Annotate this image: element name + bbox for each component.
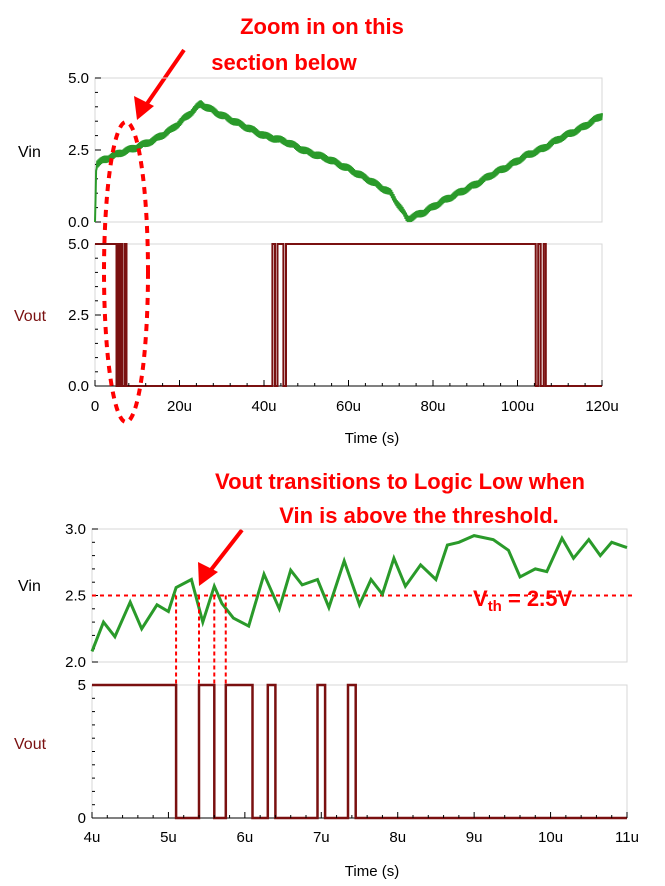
overview-chart: 0.0 2.5 5.0 Vin 0.0 2.5 5.0 Vout 0 20u 40u 60u 8… [14, 70, 619, 447]
overview-vin-frame [94, 77, 603, 223]
overview-vout-tick-label: 2.5 [68, 307, 89, 324]
overview-vout-ticks: 0.0 2.5 5.0 [68, 236, 101, 395]
zoom-x-tick-label: 10u [538, 829, 563, 846]
zoom-x-tick-label: 8u [389, 829, 406, 846]
overview-vout-label: Vout [14, 308, 47, 325]
zoom-vin-tick-label: 2.5 [65, 588, 86, 605]
overview-x-tick-label: 40u [251, 398, 276, 415]
zoom-x-tick-label: 5u [160, 829, 177, 846]
zoom-vout-frame [91, 684, 628, 819]
threshold-crossing-guides [175, 595, 227, 685]
zoom-chart: 2.02.53.0 Vin Vth = 2.5V 05 Vout 4u 5u 6u 7… [14, 521, 639, 880]
overview-vin-label: Vin [18, 144, 41, 161]
overview-x-tick-label: 0 [91, 398, 99, 415]
overview-vout-frame [94, 243, 603, 387]
zoom-vin-tick-label: 2.0 [65, 654, 86, 671]
zoom-vin-label: Vin [18, 578, 41, 595]
zoom-vout-ticks: 05 [78, 677, 98, 827]
zoom-region-ellipse [102, 120, 150, 424]
transition-annotation-line2: Vin is above the threshold. [279, 503, 559, 528]
transition-annotation-line1: Vout transitions to Logic Low when [215, 469, 585, 494]
zoom-x-tick-label: 9u [466, 829, 483, 846]
zoom-x-tick-label: 6u [237, 829, 254, 846]
zoom-vout-series [92, 683, 627, 820]
zoom-vin-series [90, 534, 628, 652]
zoom-arrow [134, 48, 186, 120]
zoom-vout-plot: 05 Vout 4u 5u 6u 7u 8u 9u 10u 11u Time (s) [14, 677, 639, 880]
zoom-annotation-line2: section below [211, 50, 357, 75]
overview-x-ticks: 0 20u 40u 60u 80u 100u 120u [91, 380, 619, 415]
overview-vout-tick-label: 5.0 [68, 236, 89, 253]
zoom-vout-tick-label: 5 [78, 677, 86, 694]
overview-vin-tick-label: 5.0 [68, 70, 89, 87]
zoom-vout-label: Vout [14, 736, 47, 753]
overview-vout-plot: 0.0 2.5 5.0 Vout 0 20u 40u 60u 80u 100u 120u Tim… [14, 236, 619, 447]
overview-x-tick-label: 60u [336, 398, 361, 415]
overview-vin-series [94, 100, 603, 223]
zoom-x-label: Time (s) [345, 863, 399, 880]
overview-vin-plot: 0.0 2.5 5.0 Vin [18, 70, 603, 231]
zoom-x-tick-label: 7u [313, 829, 330, 846]
zoom-vin-plot: 2.0 2.5 3.0 Vin Vth = 2.5V [18, 521, 634, 671]
zoom-x-tick-label: 4u [84, 829, 101, 846]
overview-vout-tick-label: 0.0 [68, 378, 89, 395]
zoom-annotation-line1: Zoom in on this [240, 14, 404, 39]
zoom-vin-ticks: 2.0 2.5 3.0 [65, 521, 98, 671]
overview-x-tick-label: 20u [167, 398, 192, 415]
overview-x-tick-label: 120u [585, 398, 618, 415]
overview-vin-tick-label: 0.0 [68, 214, 89, 231]
overview-x-tick-label: 100u [501, 398, 534, 415]
threshold-label: Vth = 2.5V [473, 586, 573, 615]
zoom-vout-tick-label: 0 [78, 810, 86, 827]
overview-x-tick-label: 80u [420, 398, 445, 415]
zoom-vin-tick-label: 3.0 [65, 521, 86, 538]
zoom-x-ticks: 4u 5u 6u 7u 8u 9u 10u 11u [84, 812, 639, 846]
transition-arrow [198, 528, 244, 586]
overview-vout-series [95, 243, 602, 387]
zoom-x-tick-label: 11u [615, 829, 639, 846]
overview-x-label: Time (s) [345, 430, 399, 447]
overview-vin-tick-label: 2.5 [68, 142, 89, 159]
